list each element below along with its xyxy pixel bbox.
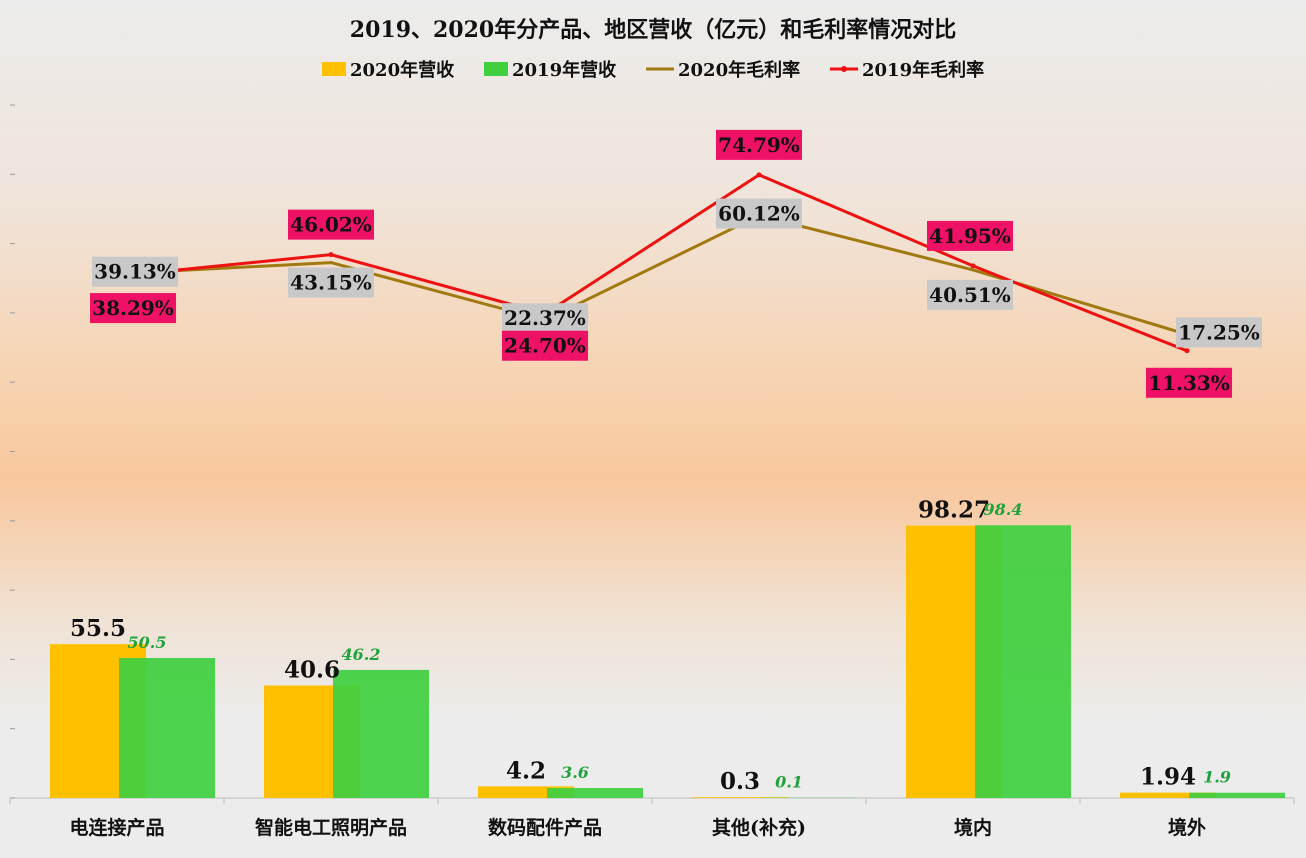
category-label-3: 其他(补充) [712, 816, 806, 839]
bars [50, 525, 1285, 798]
rate-label-2020-3: 60.12% [716, 198, 802, 229]
rate-label-text-2020-4: 40.51% [929, 283, 1011, 307]
rate-label-text-2019-4: 41.95% [929, 224, 1011, 248]
legend: 2020年营收 2019年营收 2020年毛利率 2019年毛利率 [322, 59, 984, 81]
bar-2020-label-5: 1.94 [1140, 764, 1196, 791]
rate-label-text-2020-5: 17.25% [1178, 320, 1260, 344]
category-label-1: 智能电工照明产品 [255, 816, 407, 839]
rate-label-box-2020-3 [716, 198, 802, 229]
rate-label-box-2019-3 [716, 129, 802, 160]
rate-label-text-2020-2: 22.37% [504, 306, 586, 330]
rate-label-text-2019-1: 46.02% [290, 213, 372, 237]
bar-2019-4 [975, 525, 1071, 798]
rate-label-text-2020-0: 39.13% [94, 260, 176, 284]
bar-2020-5 [1120, 792, 1216, 798]
category-label-5: 境外 [1168, 816, 1206, 839]
bar-2019-label-4: 98.4 [984, 500, 1023, 519]
rate-label-2019-1: 46.02% [288, 209, 374, 240]
legend-item-0: 2020年营收 [322, 59, 454, 81]
labels: 电连接产品 智能电工照明产品 数码配件产品 其他(补充) 境内 境外 55.550.5 40.… [69, 129, 1262, 839]
line-2020-rate-point-1 [329, 261, 333, 265]
legend-item-2: 2020年毛利率 [646, 59, 800, 81]
legend-label-2: 2020年毛利率 [678, 59, 800, 81]
axis [9, 104, 1295, 804]
legend-swatch-1 [484, 62, 508, 76]
legend-marker-3 [841, 66, 847, 72]
rate-label-2020-2: 22.37% [502, 303, 588, 334]
bar-2019-2 [547, 788, 643, 798]
rate-label-2019-0: 38.29% [90, 293, 176, 324]
rate-label-box-2020-4 [927, 279, 1013, 310]
rate-label-2019-2: 24.70% [502, 330, 588, 361]
rate-label-2019-4: 41.95% [927, 220, 1013, 251]
rate-label-2019-5: 11.33% [1146, 367, 1232, 398]
rate-label-text-2020-1: 43.15% [290, 271, 372, 295]
line-2019-rate-point-1 [328, 252, 334, 258]
bar-2020-label-2: 4.2 [506, 757, 546, 784]
rate-label-box-2020-1 [288, 267, 374, 298]
rate-label-text-2019-5: 11.33% [1148, 371, 1230, 395]
rate-label-text-2019-0: 38.29% [92, 296, 174, 320]
bar-2019-5 [1189, 792, 1285, 798]
rate-label-2020-4: 40.51% [927, 279, 1013, 310]
rate-label-2020-0: 39.13% [92, 256, 178, 287]
bar-2019-label-2: 3.6 [561, 763, 589, 782]
rate-label-box-2019-2 [502, 330, 588, 361]
legend-swatch-0 [322, 62, 346, 76]
rate-label-text-2020-3: 60.12% [718, 202, 800, 226]
line-2019-rate-point-5 [1184, 348, 1190, 354]
bar-2019-label-1: 46.2 [342, 645, 381, 664]
category-label-2: 数码配件产品 [488, 816, 602, 839]
bar-2020-3 [692, 797, 788, 798]
rate-label-box-2020-5 [1176, 317, 1262, 348]
line-2019-rate [116, 173, 1188, 353]
rate-label-box-2020-0 [92, 256, 178, 287]
rate-label-box-2019-4 [927, 220, 1013, 251]
bar-2019-label-3: 0.1 [775, 773, 803, 792]
rate-label-box-2020-2 [502, 303, 588, 334]
line-2019-rate-point-3 [756, 172, 762, 178]
lines [114, 172, 1190, 354]
bar-2020-label-4: 98.27 [918, 497, 990, 524]
legend-item-1: 2019年营收 [484, 59, 616, 81]
rate-label-2020-1: 43.15% [288, 267, 374, 298]
rate-label-text-2019-3: 74.79% [718, 133, 800, 157]
rate-label-2020-5: 17.25% [1176, 317, 1262, 348]
line-2019-rate-point-4 [970, 263, 976, 269]
line-2020-rate-point-4 [971, 268, 975, 272]
bar-2020-label-1: 40.6 [284, 656, 340, 683]
bar-2020-label-3: 0.3 [720, 768, 760, 795]
category-label-4: 境内 [954, 816, 992, 839]
legend-label-3: 2019年毛利率 [862, 59, 984, 81]
legend-label-0: 2020年营收 [350, 59, 454, 81]
bar-2019-1 [333, 669, 429, 798]
legend-item-3: 2019年毛利率 [830, 59, 984, 81]
bar-2020-label-0: 55.5 [70, 615, 126, 642]
rate-label-box-2019-5 [1146, 367, 1232, 398]
chart-title: 2019、2020年分产品、地区营收（亿元）和毛利率情况对比 [350, 17, 956, 43]
bar-2019-0 [119, 658, 215, 798]
rate-label-text-2019-2: 24.70% [504, 334, 586, 358]
bar-2019-label-0: 50.5 [128, 633, 167, 652]
bar-2019-label-5: 1.9 [1203, 768, 1231, 787]
rate-label-box-2019-1 [288, 209, 374, 240]
rate-label-box-2019-0 [90, 293, 176, 324]
legend-label-1: 2019年营收 [512, 59, 616, 81]
bar-2020-2 [478, 786, 574, 798]
line-2020-rate [116, 214, 1188, 336]
category-label-0: 电连接产品 [69, 816, 164, 839]
rate-label-2019-3: 74.79% [716, 129, 802, 160]
